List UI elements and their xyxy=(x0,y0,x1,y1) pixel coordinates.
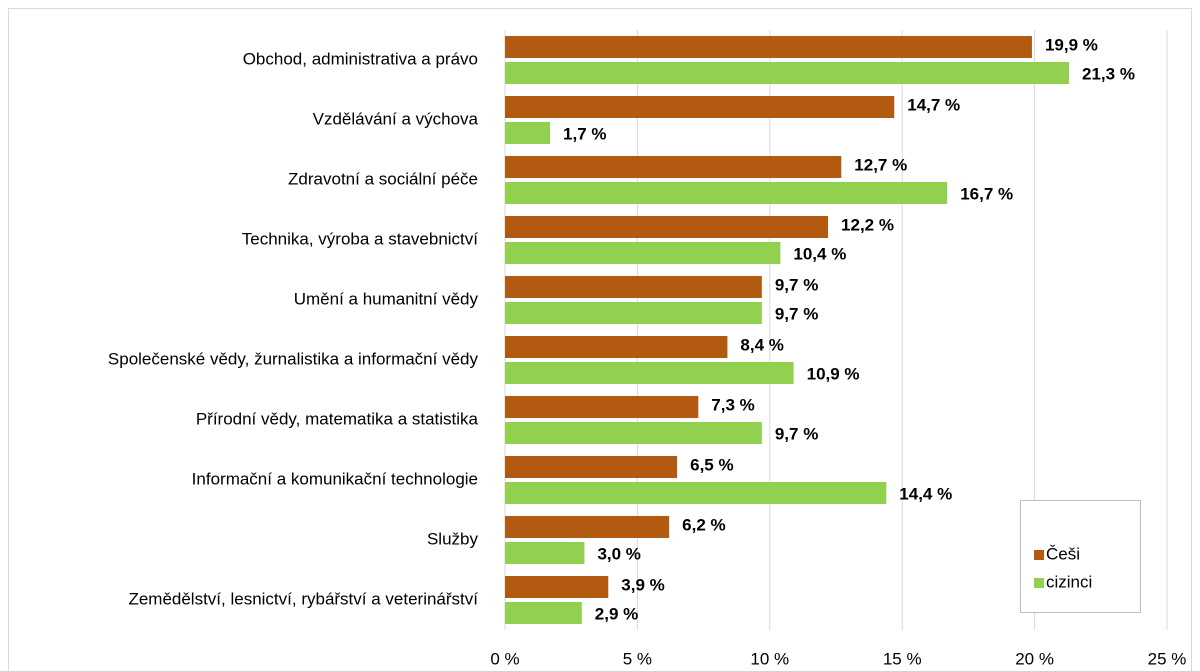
bar xyxy=(505,576,609,598)
x-tick-label: 20 % xyxy=(1015,649,1054,668)
chart-border xyxy=(8,8,1192,671)
bar xyxy=(505,396,699,418)
y-tick-label: Obchod, administrativa a právo xyxy=(243,49,478,68)
value-label: 9,7 % xyxy=(775,304,818,323)
bar xyxy=(505,242,781,264)
bar xyxy=(505,96,895,118)
legend-swatch xyxy=(1034,578,1044,588)
bar xyxy=(505,456,678,478)
bar xyxy=(505,156,842,178)
bar xyxy=(505,36,1032,58)
value-label: 12,2 % xyxy=(841,215,894,234)
y-tick-label: Služby xyxy=(427,529,479,548)
bar xyxy=(505,216,829,238)
x-tick-label: 10 % xyxy=(750,649,789,668)
value-label: 16,7 % xyxy=(960,184,1013,203)
bar xyxy=(505,516,670,538)
value-label: 3,0 % xyxy=(597,544,640,563)
bar xyxy=(505,62,1070,84)
value-label: 19,9 % xyxy=(1045,35,1098,54)
value-label: 2,9 % xyxy=(595,604,638,623)
value-label: 12,7 % xyxy=(854,155,907,174)
bar xyxy=(505,276,762,298)
bar xyxy=(505,482,887,504)
value-label: 10,4 % xyxy=(793,244,846,263)
value-label: 9,7 % xyxy=(775,424,818,443)
value-label: 14,4 % xyxy=(899,484,952,503)
x-tick-label: 25 % xyxy=(1148,649,1187,668)
y-tick-label: Vzdělávání a výchova xyxy=(313,109,479,128)
bar xyxy=(505,362,794,384)
value-label: 8,4 % xyxy=(740,335,783,354)
value-label: 7,3 % xyxy=(711,395,754,414)
y-tick-label: Přírodní vědy, matematika a statistika xyxy=(196,409,479,428)
legend-swatch xyxy=(1034,550,1044,560)
value-label: 21,3 % xyxy=(1082,64,1135,83)
y-tick-label: Umění a humanitní vědy xyxy=(294,289,479,308)
legend-label: Češi xyxy=(1046,544,1080,563)
value-label: 6,5 % xyxy=(690,455,733,474)
y-tick-label: Informační a komunikační technologie xyxy=(192,469,478,488)
bar xyxy=(505,122,551,144)
x-tick-label: 0 % xyxy=(490,649,519,668)
x-tick-label: 5 % xyxy=(623,649,652,668)
x-tick-label: 15 % xyxy=(883,649,922,668)
bar xyxy=(505,542,585,564)
bar xyxy=(505,336,728,358)
y-tick-label: Zdravotní a sociální péče xyxy=(288,169,478,188)
value-label: 1,7 % xyxy=(563,124,606,143)
legend-label: cizinci xyxy=(1046,572,1092,591)
value-label: 6,2 % xyxy=(682,515,725,534)
bar xyxy=(505,302,762,324)
bar xyxy=(505,422,762,444)
value-label: 3,9 % xyxy=(621,575,664,594)
value-label: 9,7 % xyxy=(775,275,818,294)
y-tick-label: Společenské vědy, žurnalistika a informa… xyxy=(108,349,479,368)
value-label: 10,9 % xyxy=(807,364,860,383)
bar xyxy=(505,602,582,624)
bar xyxy=(505,182,948,204)
y-tick-label: Zemědělství, lesnictví, rybářství a vete… xyxy=(128,589,478,608)
y-tick-label: Technika, výroba a stavebnictví xyxy=(242,229,479,248)
value-label: 14,7 % xyxy=(907,95,960,114)
